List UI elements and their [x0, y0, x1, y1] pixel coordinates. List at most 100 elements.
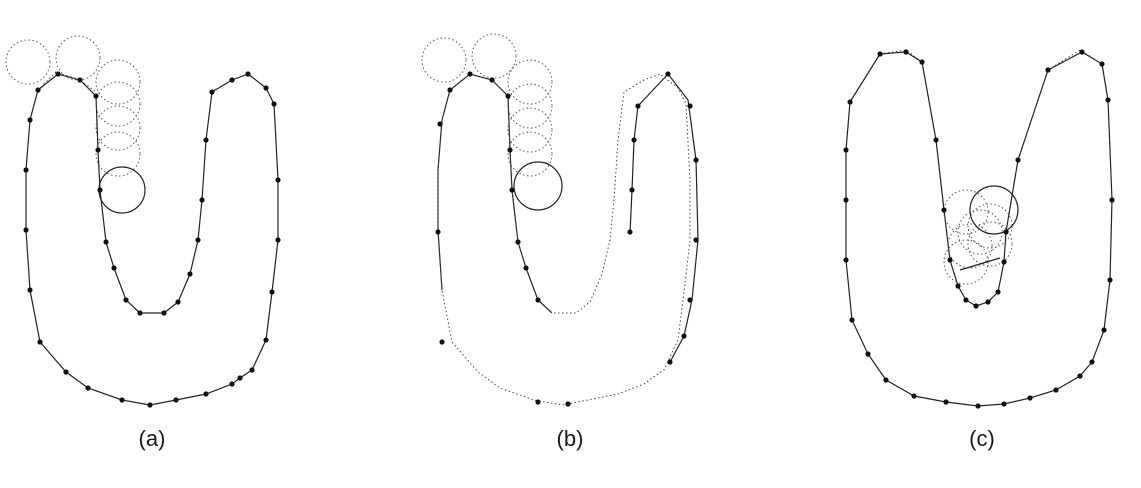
panel-b-contour-left-top	[441, 73, 513, 191]
panel-a-point-27	[229, 381, 235, 387]
panel-b-contour-right-lower	[669, 159, 699, 363]
panel-c-point-18	[1105, 97, 1111, 103]
panel-c-point-19	[1109, 197, 1115, 203]
panel-c-probe-circle-1	[957, 209, 1003, 255]
panel-a-point-33	[63, 369, 69, 375]
panel-c-probe-circle-0	[943, 189, 989, 235]
panel-c-point-20	[1107, 277, 1113, 283]
panel-b-point-1	[467, 71, 473, 77]
panel-b-point-16	[693, 237, 699, 243]
panel-a-probe-circle-1	[55, 35, 101, 81]
panel-a-dotted-top	[37, 71, 97, 93]
panel-b-active-circle	[513, 161, 563, 211]
panel-b-point-8	[535, 297, 541, 303]
panel-c-point-32	[849, 317, 855, 323]
panel-b-probe-circle-0	[421, 37, 467, 83]
panel-c-point-22	[1089, 359, 1095, 365]
panel-c-point-6	[947, 257, 953, 263]
panel-a-probe-circle-5	[95, 131, 141, 177]
panel-c-point-2	[903, 49, 909, 55]
panel-b-point-14	[687, 103, 693, 109]
panel-c-label: (c)	[969, 426, 995, 451]
panel-c-point-1	[877, 51, 883, 57]
panel-a-point-23	[269, 289, 275, 295]
panel-a-point-17	[229, 77, 235, 83]
panel-c-point-10	[985, 299, 991, 305]
panel-c-point-5	[941, 207, 947, 213]
panel-b-label: (b)	[556, 426, 584, 451]
panel-c-point-23	[1077, 373, 1083, 379]
panel-b-dotted-contour	[437, 73, 691, 406]
panel-a-point-32	[85, 385, 91, 391]
panel-c-point-29	[911, 393, 917, 399]
panel-c-dotted-top	[879, 49, 1103, 71]
panel-a-point-18	[245, 71, 251, 77]
panel-b-point-21	[535, 399, 541, 405]
panel-c-point-13	[1003, 229, 1009, 235]
panel-b-probe-circle-3	[507, 83, 553, 129]
panel-a-point-31	[119, 397, 125, 403]
panel-c-point-30	[883, 377, 889, 383]
panel-b-probe-circle-4	[507, 107, 553, 153]
panel-a-point-12	[187, 271, 193, 277]
panel-a-point-22	[275, 237, 281, 243]
panel-c-point-4	[933, 137, 939, 143]
panel-a-point-34	[37, 339, 43, 345]
panel-a-point-16	[209, 89, 215, 95]
panel-a-probe-circle-0	[5, 39, 51, 85]
panel-b-point-4	[507, 147, 513, 153]
panel-c-point-7	[955, 283, 961, 289]
panel-a-point-20	[271, 101, 277, 107]
panel-a-point-35	[27, 287, 33, 293]
panel-c-probe-circle-2	[947, 223, 993, 269]
panel-b-point-2	[489, 77, 495, 83]
panel-a-label: (a)	[138, 426, 166, 451]
panel-b-point-6	[515, 239, 521, 245]
panel-c-active-circle	[969, 185, 1019, 235]
panel-a-point-10	[161, 310, 167, 316]
panel-c-point-35	[843, 147, 849, 153]
panel-b-point-3	[505, 93, 511, 99]
panel-c-point-31	[865, 351, 871, 357]
panel-b-point-12	[635, 103, 641, 109]
panel-c-point-34	[843, 197, 849, 203]
panel-a-probe-circle-3	[95, 81, 141, 127]
panel-a	[5, 35, 281, 408]
panel-a-point-0	[35, 87, 41, 93]
panel-c-point-0	[847, 99, 853, 105]
panel-a-probe-circle-4	[95, 105, 141, 151]
panel-a-point-9	[137, 310, 143, 316]
panel-a-probe-circle-2	[95, 59, 141, 105]
panel-c-point-14	[1015, 157, 1021, 163]
panel-c-point-15	[1045, 67, 1051, 73]
panel-b-point-0	[447, 87, 453, 93]
panel-a-point-37	[23, 167, 29, 173]
panel-c-point-33	[843, 257, 849, 263]
panel-c-point-3	[919, 59, 925, 65]
panel-a-point-2	[77, 77, 83, 83]
panel-b-point-24	[437, 121, 443, 127]
panel-a-contour	[25, 73, 279, 406]
panel-a-point-28	[203, 391, 209, 397]
panel-b-point-18	[681, 333, 687, 339]
panel-c-point-25	[1027, 395, 1033, 401]
panel-a-point-21	[275, 177, 281, 183]
panel-a-point-7	[111, 265, 117, 271]
panel-b	[421, 33, 699, 407]
panel-b-point-15	[693, 157, 699, 163]
panel-c-point-28	[943, 399, 949, 405]
panel-c-shortcut	[959, 257, 1001, 271]
panel-c-point-8	[963, 297, 969, 303]
panel-b-probe-circle-2	[507, 59, 553, 105]
panel-a-point-24	[263, 337, 269, 343]
panel-c-probe-circle-4	[967, 221, 1013, 267]
panel-b-point-10	[629, 187, 635, 193]
panel-a-point-5	[97, 187, 103, 193]
panel-c-point-11	[995, 289, 1001, 295]
panel-c-point-17	[1099, 61, 1105, 67]
panel-a-point-19	[263, 85, 269, 91]
panel-c-point-9	[973, 303, 979, 309]
panel-a-point-4	[95, 147, 101, 153]
panel-c-point-27	[975, 403, 981, 409]
